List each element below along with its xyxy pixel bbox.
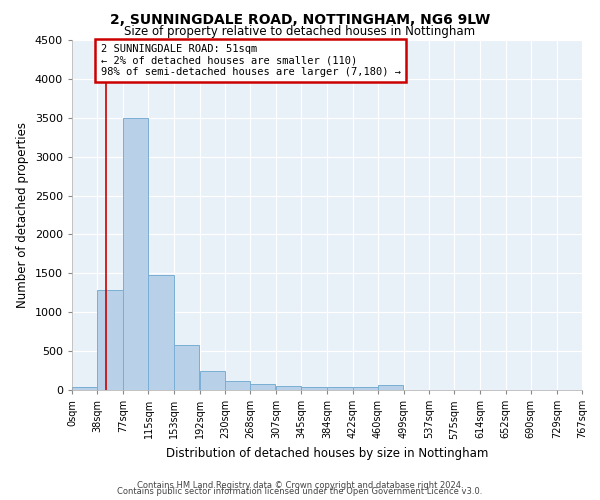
- Bar: [301, 387, 326, 390]
- Text: 2 SUNNINGDALE ROAD: 51sqm
← 2% of detached houses are smaller (110)
98% of semi-: 2 SUNNINGDALE ROAD: 51sqm ← 2% of detach…: [101, 44, 401, 77]
- Text: 2, SUNNINGDALE ROAD, NOTTINGHAM, NG6 9LW: 2, SUNNINGDALE ROAD, NOTTINGHAM, NG6 9LW: [110, 12, 490, 26]
- Bar: [378, 386, 403, 390]
- Bar: [328, 387, 353, 390]
- Bar: [97, 290, 122, 390]
- Bar: [353, 387, 378, 390]
- Bar: [200, 372, 225, 390]
- Bar: [250, 384, 275, 390]
- Text: Contains public sector information licensed under the Open Government Licence v3: Contains public sector information licen…: [118, 487, 482, 496]
- X-axis label: Distribution of detached houses by size in Nottingham: Distribution of detached houses by size …: [166, 447, 488, 460]
- Bar: [225, 382, 250, 390]
- Bar: [123, 118, 148, 390]
- Text: Size of property relative to detached houses in Nottingham: Size of property relative to detached ho…: [124, 25, 476, 38]
- Y-axis label: Number of detached properties: Number of detached properties: [16, 122, 29, 308]
- Bar: [72, 387, 97, 390]
- Text: Contains HM Land Registry data © Crown copyright and database right 2024.: Contains HM Land Registry data © Crown c…: [137, 480, 463, 490]
- Bar: [174, 345, 199, 390]
- Bar: [148, 275, 174, 390]
- Bar: [276, 386, 301, 390]
